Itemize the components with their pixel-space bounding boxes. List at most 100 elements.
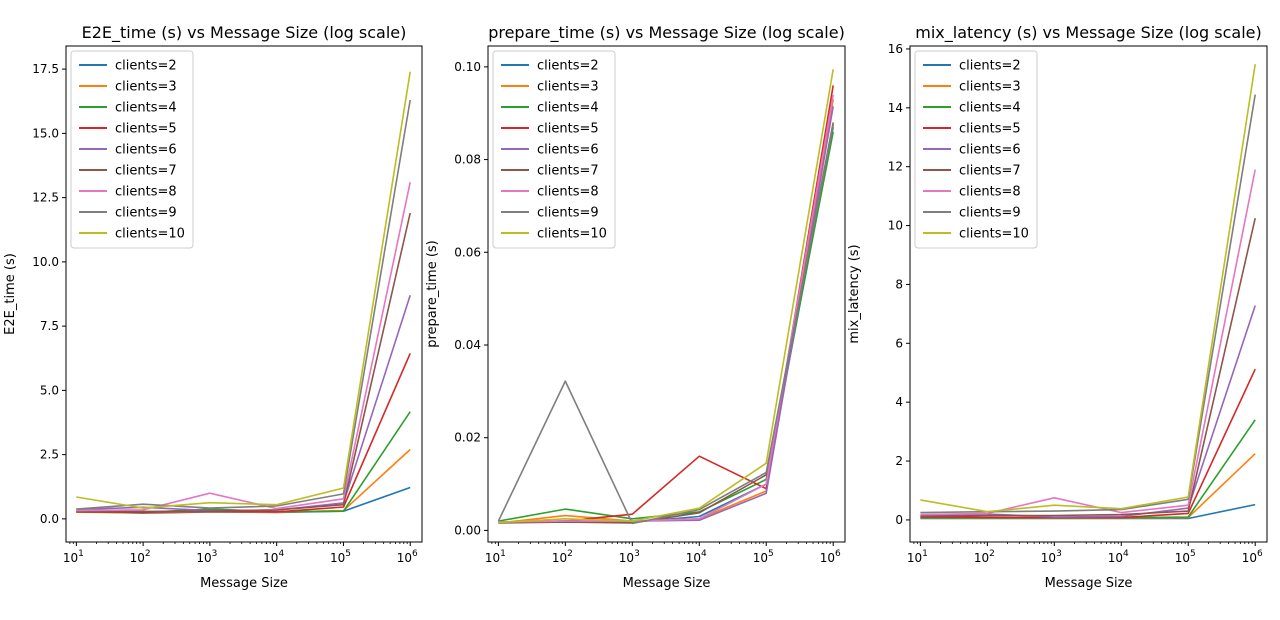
legend-box <box>914 50 1038 249</box>
x-tick-label-mix: 103 <box>1041 549 1062 565</box>
y-axis-label-mix: mix_latency (s) <box>847 244 862 343</box>
legend-label: clients=10 <box>959 227 1029 242</box>
legend-label: clients=4 <box>115 101 177 116</box>
y-tick-label-e2e: 0.0 <box>40 512 59 526</box>
y-tick-label-e2e: 5.0 <box>40 383 59 397</box>
plot-frame-e2e <box>65 45 423 543</box>
x-tick-exponent: 4 <box>278 549 284 559</box>
y-tick-label-prepare: 0.08 <box>454 153 481 167</box>
x-tick-base: 10 <box>63 551 78 565</box>
x-tick-exponent: 4 <box>1123 549 1129 559</box>
legend-label: clients=2 <box>959 59 1021 74</box>
legend-label: clients=10 <box>537 227 607 242</box>
y-tick-label-e2e: 7.5 <box>40 319 59 333</box>
series-line-e2e-10 <box>76 71 411 509</box>
x-tick-label-prepare: 103 <box>619 549 640 565</box>
legend-box <box>492 50 616 249</box>
legend-label: clients=8 <box>959 185 1021 200</box>
x-tick-label-e2e: 103 <box>196 549 217 565</box>
x-tick-base: 10 <box>485 551 500 565</box>
x-axis-label-mix: Message Size <box>1045 576 1133 591</box>
x-tick-label-prepare: 102 <box>552 549 573 565</box>
chart-title-e2e: E2E_time (s) vs Message Size (log scale) <box>82 23 407 43</box>
x-tick-base: 10 <box>619 551 634 565</box>
legend-label: clients=7 <box>959 164 1021 179</box>
x-tick-base: 10 <box>1175 551 1190 565</box>
chart-e2e-time: E2E_time (s) vs Message Size (log scale)… <box>3 23 423 591</box>
legend-label: clients=5 <box>115 122 177 137</box>
x-tick-base: 10 <box>753 551 768 565</box>
legend-mix: clients=2 clients=3 clients=4 clients=5 clie… <box>914 50 1038 249</box>
legend-label: clients=6 <box>537 143 599 158</box>
x-tick-label-prepare: 106 <box>820 549 841 565</box>
series-line-mix-10 <box>920 64 1256 513</box>
legend-label: clients=10 <box>115 227 185 242</box>
x-tick-exponent: 2 <box>145 549 151 559</box>
y-tick-label-mix: 6 <box>895 336 903 350</box>
y-tick-label-mix: 2 <box>895 454 903 468</box>
series-line-prepare-10 <box>498 69 834 524</box>
x-tick-base: 10 <box>1108 551 1123 565</box>
x-tick-base: 10 <box>1242 551 1257 565</box>
y-tick-label-prepare: 0.04 <box>454 338 481 352</box>
series-line-e2e-7 <box>76 212 411 513</box>
y-tick-label-e2e: 15.0 <box>32 126 59 140</box>
legend-label: clients=5 <box>959 122 1021 137</box>
series-line-prepare-8 <box>498 94 834 523</box>
y-tick-label-mix: 4 <box>895 395 903 409</box>
x-axis-label-e2e: Message Size <box>200 576 288 591</box>
series-line-e2e-8 <box>76 182 411 512</box>
x-tick-base: 10 <box>397 551 412 565</box>
x-tick-label-e2e: 102 <box>130 549 151 565</box>
y-tick-label-prepare: 0.10 <box>454 60 481 74</box>
x-tick-exponent: 2 <box>567 549 573 559</box>
chart-mix-latency: mix_latency (s) vs Message Size (log sca… <box>847 23 1268 591</box>
x-tick-base: 10 <box>263 551 278 565</box>
series-line-mix-5 <box>920 368 1256 519</box>
series-line-e2e-6 <box>76 295 411 512</box>
legend-label: clients=9 <box>959 206 1021 221</box>
plot-frame-prepare <box>487 45 846 543</box>
x-tick-base: 10 <box>330 551 345 565</box>
x-tick-base: 10 <box>907 551 922 565</box>
chart-prepare-time: prepare_time (s) vs Message Size (log sc… <box>425 23 846 591</box>
legend-label: clients=2 <box>537 59 599 74</box>
x-tick-exponent: 2 <box>989 549 995 559</box>
x-tick-exponent: 5 <box>768 549 774 559</box>
y-axis-label-prepare: prepare_time (s) <box>425 240 440 348</box>
x-tick-exponent: 6 <box>835 549 841 559</box>
x-tick-base: 10 <box>552 551 567 565</box>
x-tick-label-prepare: 101 <box>485 549 506 565</box>
x-tick-exponent: 3 <box>1056 549 1062 559</box>
x-tick-base: 10 <box>196 551 211 565</box>
series-line-mix-6 <box>920 305 1256 518</box>
x-tick-label-e2e: 101 <box>63 549 84 565</box>
x-tick-label-e2e: 105 <box>330 549 351 565</box>
x-tick-exponent: 4 <box>701 549 707 559</box>
x-tick-base: 10 <box>820 551 835 565</box>
y-tick-label-mix: 12 <box>888 160 903 174</box>
x-tick-label-mix: 106 <box>1242 549 1263 565</box>
x-tick-label-mix: 101 <box>907 549 928 565</box>
legend-label: clients=2 <box>115 59 177 74</box>
x-tick-label-prepare: 104 <box>686 549 707 565</box>
y-tick-label-prepare: 0.00 <box>454 523 481 537</box>
x-tick-base: 10 <box>130 551 145 565</box>
x-tick-exponent: 1 <box>78 549 84 559</box>
legend-label: clients=3 <box>537 80 599 95</box>
chart-title-prepare: prepare_time (s) vs Message Size (log sc… <box>488 23 845 43</box>
y-tick-label-mix: 10 <box>888 219 903 233</box>
x-tick-label-e2e: 106 <box>397 549 418 565</box>
legend-label: clients=6 <box>115 143 177 158</box>
legend-label: clients=7 <box>115 164 177 179</box>
x-tick-exponent: 6 <box>1257 549 1263 559</box>
y-tick-label-mix: 8 <box>895 277 903 291</box>
chart-title-mix: mix_latency (s) vs Message Size (log sca… <box>915 23 1261 43</box>
series-line-mix-7 <box>920 218 1256 518</box>
legend-label: clients=9 <box>115 206 177 221</box>
legend-box <box>70 50 194 249</box>
x-tick-base: 10 <box>1041 551 1056 565</box>
x-axis-label-prepare: Message Size <box>623 576 711 591</box>
series-line-e2e-4 <box>76 411 411 514</box>
legend-label: clients=6 <box>959 143 1021 158</box>
